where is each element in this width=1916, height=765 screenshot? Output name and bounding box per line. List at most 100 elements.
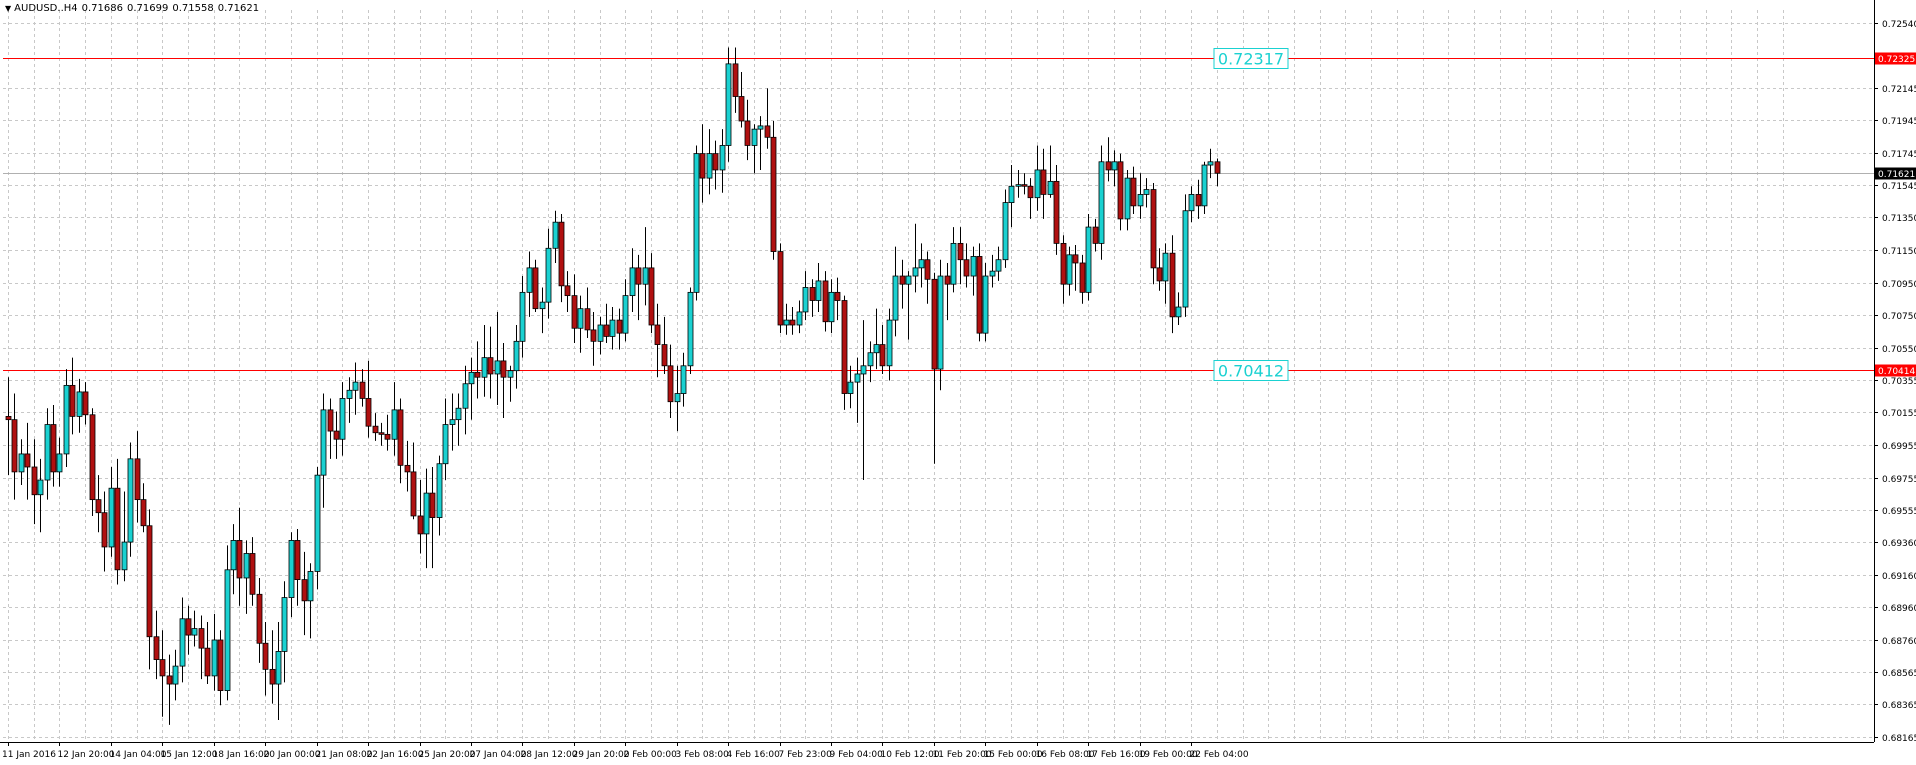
candle-bear: [834, 291, 841, 301]
candle-bull: [230, 540, 237, 571]
symbol-dropdown-icon[interactable]: ▼: [5, 4, 12, 13]
candle-bull: [288, 540, 295, 598]
candle-bull: [307, 571, 314, 602]
y-tick-label: 0.68760: [1882, 637, 1916, 647]
symbol-header: ▼ AUDUSD..H4 0.71686 0.71699 0.71558 0.71621: [5, 3, 263, 14]
candle-bull: [462, 383, 469, 409]
candle-bull: [1034, 169, 1041, 199]
candle-bear: [294, 540, 301, 581]
candle-bear: [101, 512, 108, 548]
candle-bear: [249, 553, 256, 595]
candle-bull: [873, 344, 880, 354]
candle-bear: [404, 464, 411, 473]
candle-bull: [642, 267, 649, 285]
y-tick-label: 0.71150: [1882, 247, 1916, 257]
candle-bull: [191, 628, 198, 636]
ohlc-low: 0.71558: [172, 3, 214, 14]
candle-bull: [1047, 180, 1054, 195]
candle-bull: [545, 247, 552, 303]
candle-bull: [706, 153, 713, 179]
level-label-box: [1213, 360, 1289, 381]
candle-bear: [590, 329, 597, 342]
level-axis-label: 0.72325: [1878, 55, 1915, 65]
y-tick-label: 0.72540: [1882, 20, 1916, 30]
candle-bear: [429, 492, 436, 518]
candle-bear: [262, 642, 269, 670]
candle-bull: [937, 275, 944, 370]
candle-bull: [725, 63, 732, 146]
candle-bull: [1015, 184, 1022, 187]
candle-bull: [918, 259, 925, 269]
x-tick-label: 3 Feb 08:00: [676, 750, 730, 760]
x-tick-label: 11 Jan 2016: [2, 750, 56, 760]
candle-bull: [1066, 254, 1073, 285]
y-tick-label: 0.68365: [1882, 701, 1916, 711]
x-tick-label: 15 Feb 00:00: [984, 750, 1043, 760]
candle-bear: [159, 659, 166, 677]
candle-bear: [931, 278, 938, 370]
candle-bear: [532, 267, 539, 310]
candle-bear: [667, 365, 674, 403]
candle-bear: [661, 344, 668, 367]
candle-bull: [674, 393, 681, 403]
candle-bear: [822, 280, 829, 323]
y-tick-label: 0.68960: [1882, 604, 1916, 614]
y-tick-label: 0.70550: [1882, 345, 1916, 355]
candle-bear: [166, 675, 173, 685]
x-tick-label: 22 Jan 16:00: [367, 750, 424, 760]
x-tick-label: 4 Feb 16:00: [727, 750, 781, 760]
candle-bear: [1072, 254, 1079, 264]
candle-bear: [114, 487, 121, 571]
candle-bull: [121, 541, 128, 571]
candle-bull: [37, 479, 44, 496]
candle-bull: [481, 357, 488, 378]
candle-bear: [944, 275, 951, 285]
candle-bear: [487, 357, 494, 375]
candle-bear: [841, 300, 848, 394]
horizontal-lines: [3, 58, 1874, 371]
x-tick-label: 10 Feb 12:00: [881, 750, 940, 760]
candle-bear: [204, 647, 211, 677]
x-tick-label: 27 Jan 04:00: [470, 750, 527, 760]
level-axis-label: 0.70414: [1878, 367, 1915, 377]
candle-bull: [1162, 252, 1169, 282]
candle-bull: [783, 319, 790, 326]
candle-bull: [693, 153, 700, 293]
x-tick-label: 14 Jan 04:00: [110, 750, 167, 760]
candle-bull: [815, 280, 822, 301]
candle-bear: [789, 319, 796, 326]
candle-bear: [603, 324, 610, 337]
x-tick-label: 22 Feb 04:00: [1190, 750, 1249, 760]
x-tick-label: 16 Feb 08:00: [1036, 750, 1095, 760]
candle-bear: [635, 267, 642, 285]
candle-bull: [1175, 306, 1182, 318]
y-tick-label: 0.70750: [1882, 312, 1916, 322]
candle-bear: [359, 381, 366, 399]
candle-bear: [764, 125, 771, 138]
level-label-box: [1213, 48, 1289, 69]
candle-bear: [1092, 226, 1099, 244]
candle-bull: [1207, 161, 1214, 166]
y-tick-label: 0.71545: [1882, 182, 1916, 192]
x-tick-label: 11 Feb 20:00: [933, 750, 992, 760]
x-tick-label: 29 Jan 20:00: [573, 750, 630, 760]
candle-bear: [1105, 161, 1112, 171]
candle-bear: [153, 636, 160, 660]
x-tick-label: 9 Feb 04:00: [830, 750, 884, 760]
ohlc-close: 0.71621: [217, 3, 260, 14]
candle-bull: [892, 275, 899, 321]
candle-bear: [397, 409, 404, 466]
candle-bear: [301, 579, 308, 602]
candle-bear: [1130, 177, 1137, 207]
candle-bear: [69, 384, 76, 417]
candle-bull: [539, 301, 546, 310]
candle-bull: [18, 453, 25, 473]
y-tick-label: 0.71350: [1882, 214, 1916, 224]
candle-bear: [146, 525, 153, 638]
candle-bear: [11, 419, 18, 473]
candle-bear: [82, 391, 89, 416]
candle-bull: [751, 128, 758, 146]
x-tick-label: 28 Jan 12:00: [521, 750, 578, 760]
